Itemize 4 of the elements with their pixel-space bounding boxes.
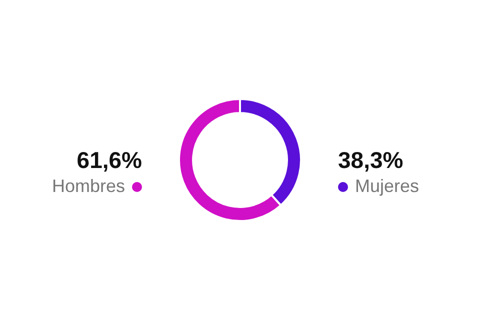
legend-label: Mujeres	[355, 176, 420, 197]
data-label: 38,3%	[338, 147, 404, 174]
slice-label: Hombres	[52, 176, 125, 197]
data-label: 61,6%	[76, 147, 142, 174]
